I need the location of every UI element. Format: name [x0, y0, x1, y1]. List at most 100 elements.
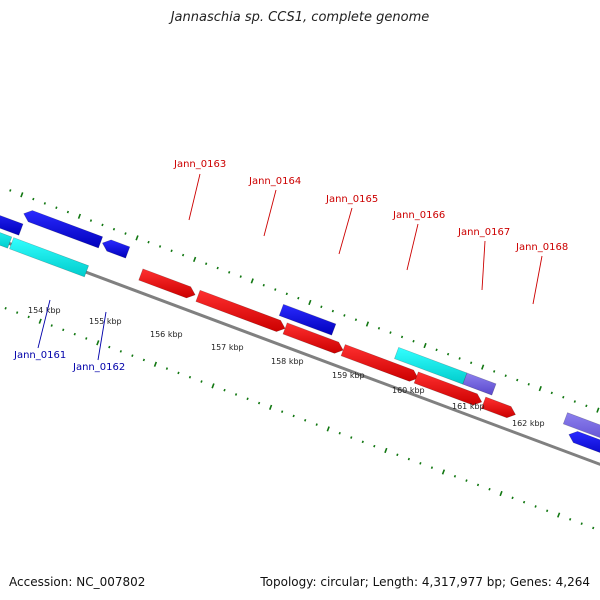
scale-tick: [62, 328, 65, 332]
scale-tick: [573, 400, 576, 403]
scale-label: 157 kbp: [211, 343, 244, 352]
scale-tick: [142, 358, 146, 362]
gene-label-forward: Jann_0165: [325, 194, 378, 205]
scale-tick: [250, 278, 254, 284]
scale-tick: [77, 213, 82, 219]
scale-tick: [557, 512, 561, 518]
scale-tick: [262, 283, 265, 287]
scale-tick: [441, 469, 446, 475]
scale-tick: [50, 324, 53, 327]
gene-arrow-purple: [562, 412, 600, 438]
scale-tick: [228, 271, 231, 274]
label-leader-line: [406, 223, 419, 271]
scale-tick: [308, 299, 312, 306]
scale-tick: [285, 292, 288, 296]
scale-tick: [297, 296, 300, 300]
scale-tick: [43, 202, 46, 205]
gene-label-reverse: Jann_0161: [13, 350, 66, 361]
scale-tick: [200, 380, 203, 383]
scale-tick: [101, 223, 104, 227]
scale-tick: [511, 496, 514, 500]
scale-tick: [407, 457, 411, 461]
scale-tick: [9, 189, 12, 192]
label-leader-line: [532, 255, 543, 305]
scale-tick: [343, 314, 346, 317]
gene-label-forward: Jann_0166: [392, 210, 445, 221]
scale-tick: [211, 383, 215, 389]
scale-tick: [389, 331, 392, 334]
scale-tick: [131, 354, 134, 357]
scale-tick: [304, 418, 307, 422]
gene-arrow-cyan: [9, 237, 90, 278]
scale-tick: [158, 245, 162, 248]
scale-tick: [516, 378, 519, 382]
scale-tick: [257, 401, 261, 405]
genome-backbone: [0, 238, 600, 466]
gene-arrow-purple: [462, 372, 497, 396]
scale-label: 154 kbp: [28, 306, 61, 315]
scale-tick: [55, 206, 58, 210]
scale-tick: [165, 367, 169, 370]
scale-tick: [326, 426, 330, 432]
scale-tick: [499, 490, 503, 497]
scale-tick: [562, 395, 565, 399]
scale-tick: [453, 474, 457, 478]
scale-tick: [135, 235, 139, 241]
scale-tick: [281, 410, 284, 413]
label-leader-line: [37, 299, 51, 349]
outer-scale-ring: [9, 189, 600, 413]
scale-tick: [112, 227, 116, 231]
scale-tick: [246, 397, 249, 401]
gene-arrow-reverse: [0, 215, 24, 236]
gene-arrow-forward: [340, 344, 419, 382]
scale-tick: [153, 361, 158, 367]
gene-arrow-forward: [481, 396, 516, 419]
scale-tick: [430, 466, 434, 469]
scale-tick: [354, 318, 358, 322]
label-leader-line: [188, 173, 201, 221]
scale-tick: [423, 342, 427, 349]
scale-tick: [177, 371, 180, 375]
scale-tick: [320, 305, 323, 309]
scale-tick: [188, 375, 192, 379]
scale-tick: [119, 350, 122, 353]
scale-tick: [108, 345, 111, 349]
scale-tick: [223, 388, 226, 392]
gene-arrow-forward: [195, 289, 286, 332]
scale-tick: [216, 266, 219, 270]
scale-tick: [274, 288, 277, 291]
gene-label-forward: Jann_0164: [248, 176, 301, 187]
gene-label-forward: Jann_0163: [173, 159, 226, 170]
scale-tick: [27, 315, 30, 319]
gene-arrow-reverse: [23, 210, 104, 249]
scale-tick: [234, 393, 238, 396]
scale-label: 161 kbp: [452, 402, 485, 411]
label-leader-line: [481, 240, 486, 291]
scale-tick: [350, 436, 353, 439]
scale-tick: [527, 382, 530, 386]
inner-scale-ring: [4, 306, 595, 530]
gene-arrow-forward: [138, 268, 196, 299]
scale-tick: [458, 357, 461, 360]
scale-tick: [20, 192, 24, 198]
scale-tick: [373, 444, 376, 448]
gene-label-reverse: Jann_0162: [72, 362, 125, 373]
scale-tick: [396, 453, 399, 457]
scale-tick: [470, 361, 473, 365]
scale-tick: [488, 487, 491, 491]
scale-tick: [181, 253, 185, 257]
scale-tick: [419, 462, 422, 465]
gene-arrow-forward: [413, 371, 483, 406]
scale-tick: [239, 275, 242, 278]
scale-label: 159 kbp: [332, 371, 365, 380]
scale-tick: [205, 262, 208, 266]
gene-arrow-reverse: [568, 431, 600, 453]
scale-label: 160 kbp: [392, 386, 425, 395]
scale-tick: [193, 256, 197, 263]
scale-tick: [522, 500, 526, 504]
scale-tick: [4, 306, 7, 310]
scale-tick: [435, 348, 438, 352]
scale-tick: [481, 364, 485, 370]
label-leader-line: [97, 311, 107, 361]
scale-tick: [384, 447, 388, 454]
